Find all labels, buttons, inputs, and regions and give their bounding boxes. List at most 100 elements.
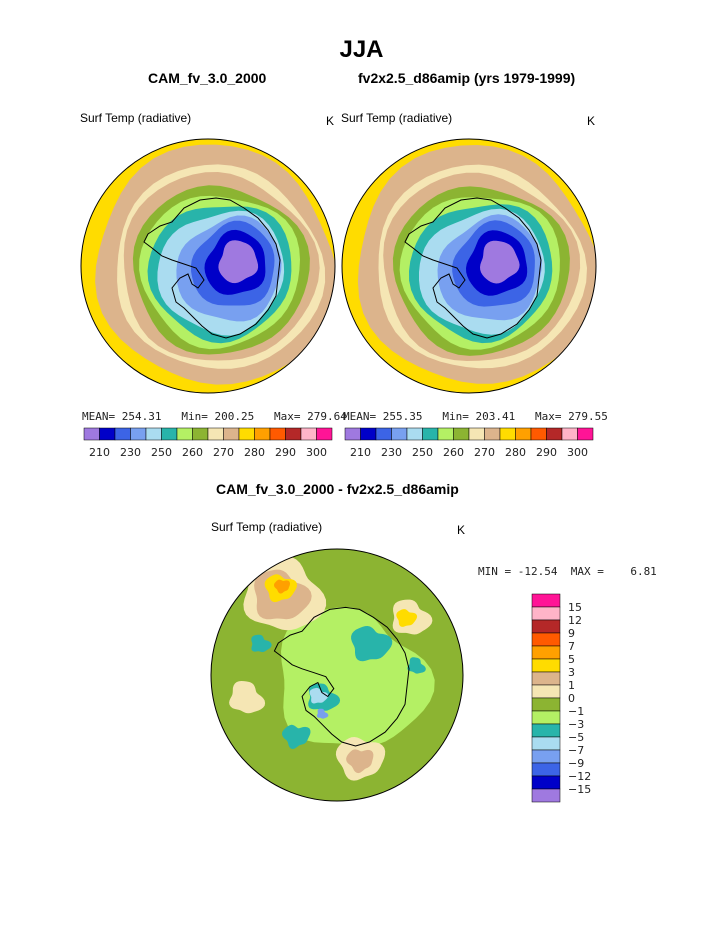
- colorbar-swatch: [531, 723, 561, 738]
- panel-1-stats: MEAN= 254.31 Min= 200.25 Max= 279.64: [82, 410, 347, 423]
- colorbar-tick-label: −3: [568, 718, 584, 731]
- colorbar-swatch: [531, 788, 561, 803]
- colorbar-swatch: [453, 427, 470, 441]
- colorbar-swatch: [344, 427, 361, 441]
- colorbar-swatch: [531, 606, 561, 621]
- colorbar-swatch: [531, 593, 561, 608]
- coastline: [273, 606, 410, 747]
- colorbar-swatch: [300, 427, 317, 441]
- colorbar-tick-label: 280: [244, 446, 265, 459]
- colorbar-swatch: [406, 427, 423, 441]
- colorbar-swatch: [375, 427, 392, 441]
- colorbar-swatch: [531, 684, 561, 699]
- colorbar-tick-label: 3: [568, 666, 575, 679]
- colorbar-tick-label: 1: [568, 679, 575, 692]
- colorbar-swatch: [360, 427, 377, 441]
- colorbar-tick-label: −15: [568, 783, 591, 796]
- colorbar-swatch: [531, 749, 561, 764]
- colorbar-tick-label: 7: [568, 640, 575, 653]
- colorbar-swatch: [130, 427, 147, 441]
- panel-3-difference-map: [210, 548, 464, 802]
- coastline: [404, 197, 542, 339]
- colorbar-swatch: [99, 427, 116, 441]
- panel-1-colorbar: 210 230 250 260 270 280 290 300: [83, 427, 333, 459]
- panel-3-variable-label: Surf Temp (radiative): [211, 520, 323, 534]
- map-border: [210, 548, 464, 802]
- contour-fill: [480, 240, 520, 284]
- colorbar-tick-label: 210: [89, 446, 110, 459]
- contour-fill: [282, 724, 311, 749]
- contour-fill: [309, 687, 329, 704]
- colorbar-tick-label: −1: [568, 705, 584, 718]
- colorbar-swatch: [561, 427, 578, 441]
- colorbar-tick-label: 290: [536, 446, 557, 459]
- contour-fill: [316, 708, 329, 719]
- colorbar-swatch: [531, 736, 561, 751]
- colorbar-swatch: [531, 619, 561, 634]
- colorbar-tick-label: −5: [568, 731, 584, 744]
- colorbar-tick-label: −9: [568, 757, 584, 770]
- panel-3-stats: MIN = -12.54 MAX = 6.81: [478, 565, 657, 578]
- colorbar-tick-label: 260: [182, 446, 203, 459]
- colorbar-tick-label: 9: [568, 627, 575, 640]
- colorbar-swatch: [176, 427, 193, 441]
- colorbar-tick-label: 15: [568, 601, 582, 614]
- colorbar-tick-label: 280: [505, 446, 526, 459]
- panel-2-variable-label: Surf Temp (radiative): [341, 111, 453, 125]
- contour-fill: [351, 626, 393, 662]
- colorbar-swatch: [530, 427, 547, 441]
- colorbar-tick-label: 300: [567, 446, 588, 459]
- colorbar-swatch: [499, 427, 516, 441]
- colorbar-swatch: [422, 427, 439, 441]
- colorbar-tick-label: 250: [151, 446, 172, 459]
- colorbar-swatch: [437, 427, 454, 441]
- colorbar-tick-label: 230: [120, 446, 141, 459]
- colorbar-tick-label: 250: [412, 446, 433, 459]
- colorbar-swatch: [316, 427, 333, 441]
- colorbar-swatch: [531, 658, 561, 673]
- contour-fill: [346, 749, 374, 774]
- temperature-contours: [342, 139, 596, 393]
- colorbar-swatch: [531, 762, 561, 777]
- colorbar-swatch: [577, 427, 594, 441]
- colorbar-swatch: [531, 697, 561, 712]
- colorbar-tick-label: 230: [381, 446, 402, 459]
- panel-2-colorbar: 210 230 250 260 270 280 290 300: [344, 427, 594, 459]
- colorbar-swatch: [161, 427, 178, 441]
- figure-title: JJA: [339, 36, 384, 63]
- colorbar-swatch: [254, 427, 271, 441]
- colorbar-swatch: [285, 427, 302, 441]
- contour-fill: [218, 240, 259, 284]
- colorbar-tick-label: 270: [213, 446, 234, 459]
- colorbar-tick-label: 290: [275, 446, 296, 459]
- colorbar-tick-label: 5: [568, 653, 575, 666]
- colorbar-tick-label: −7: [568, 744, 584, 757]
- colorbar-swatch: [515, 427, 532, 441]
- colorbar-swatch: [468, 427, 485, 441]
- contour-fill: [274, 579, 290, 594]
- map-border: [341, 138, 597, 394]
- map-border: [80, 138, 336, 394]
- colorbar-swatch: [145, 427, 162, 441]
- colorbar-swatch: [83, 427, 100, 441]
- colorbar-swatch: [207, 427, 224, 441]
- colorbar-tick-label: −12: [568, 770, 591, 783]
- colorbar-swatch: [546, 427, 563, 441]
- colorbar-swatch: [484, 427, 501, 441]
- coastline: [143, 197, 281, 339]
- colorbar-swatch: [531, 671, 561, 686]
- panel-2-units-label: K: [587, 114, 596, 128]
- panel-1-variable-label: Surf Temp (radiative): [80, 111, 192, 125]
- panel-3-units-label: K: [457, 523, 466, 537]
- panel-2-polar-map: [341, 138, 597, 394]
- panel-2-stats: MEAN= 255.35 Min= 203.41 Max= 279.55: [343, 410, 608, 423]
- contour-fill: [251, 634, 272, 653]
- colorbar-swatch: [531, 632, 561, 647]
- colorbar-swatch: [223, 427, 240, 441]
- panel-2-title: fv2x2.5_d86amip (yrs 1979-1999): [358, 70, 576, 86]
- contour-fill: [407, 657, 426, 674]
- panel-3-title: CAM_fv_3.0_2000 - fv2x2.5_d86amip: [216, 481, 459, 497]
- difference-contours: [211, 549, 463, 801]
- colorbar-tick-label: 210: [350, 446, 371, 459]
